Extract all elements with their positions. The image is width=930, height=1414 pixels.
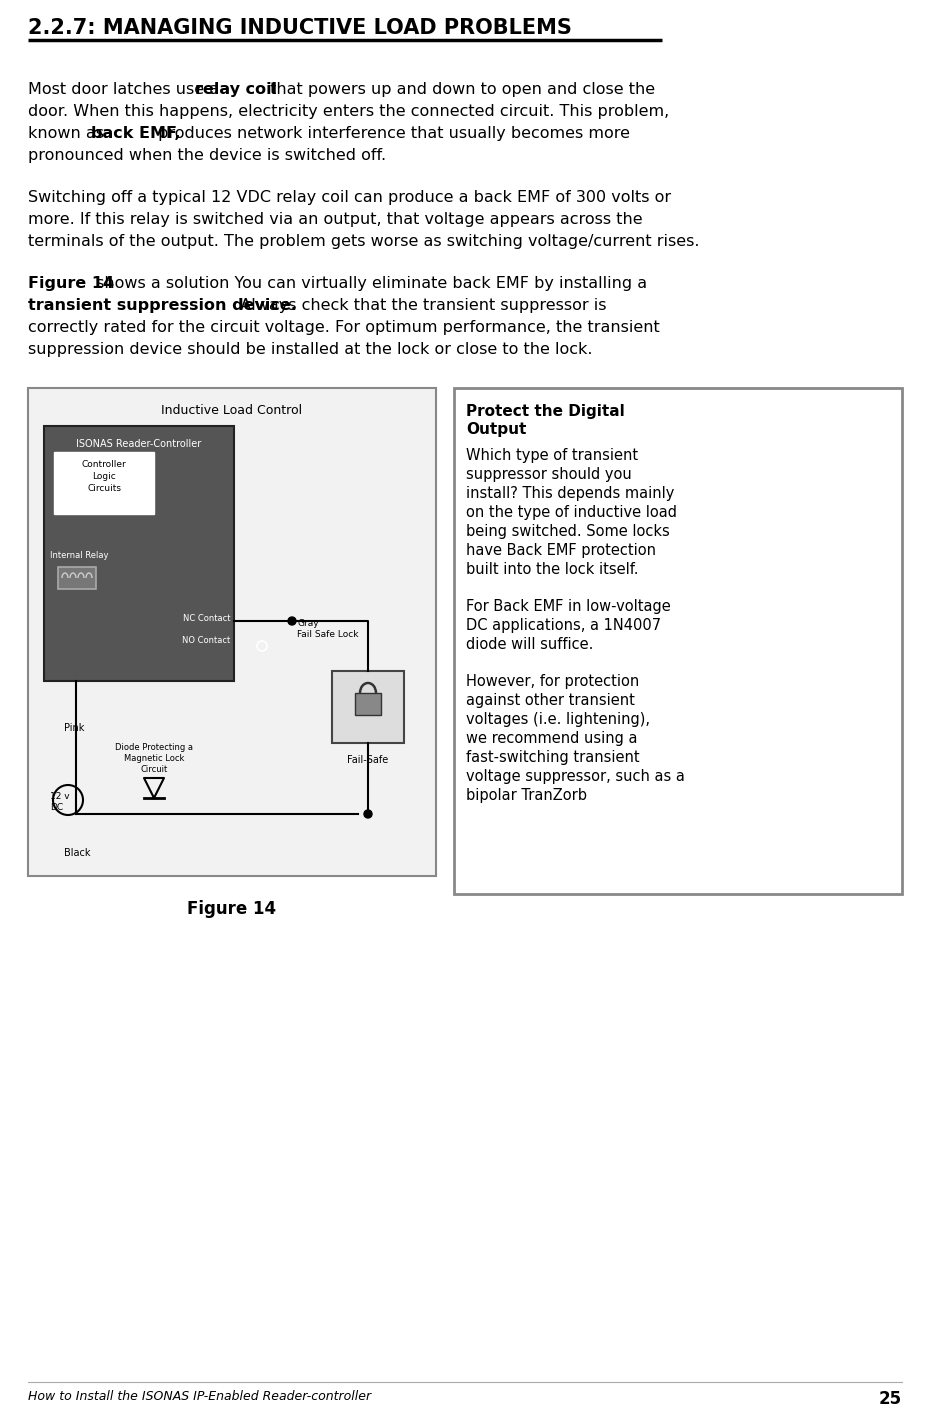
Text: Fail-Safe: Fail-Safe [348, 755, 389, 765]
Text: voltages (i.e. lightening),: voltages (i.e. lightening), [466, 713, 650, 727]
Text: being switched. Some locks: being switched. Some locks [466, 525, 670, 539]
Text: Controller
Logic
Circuits: Controller Logic Circuits [82, 460, 126, 492]
Bar [332, 672, 404, 742]
Bar [355, 693, 381, 715]
Text: voltage suppressor, such as a: voltage suppressor, such as a [466, 769, 684, 783]
Bar [54, 452, 154, 515]
Text: Always check that the transient suppressor is: Always check that the transient suppress… [230, 298, 606, 312]
Text: Figure 14: Figure 14 [188, 899, 276, 918]
Text: have Back EMF protection: have Back EMF protection [466, 543, 656, 559]
Text: correctly rated for the circuit voltage. For optimum performance, the transient: correctly rated for the circuit voltage.… [28, 320, 659, 335]
Text: Pink: Pink [64, 723, 85, 732]
Text: Inductive Load Control: Inductive Load Control [162, 404, 302, 417]
Text: How to Install the ISONAS IP-Enabled Reader-controller: How to Install the ISONAS IP-Enabled Rea… [28, 1390, 371, 1403]
Text: built into the lock itself.: built into the lock itself. [466, 561, 639, 577]
Text: DC applications, a 1N4007: DC applications, a 1N4007 [466, 618, 661, 633]
Text: terminals of the output. The problem gets worse as switching voltage/current ris: terminals of the output. The problem get… [28, 233, 699, 249]
Text: known as: known as [28, 126, 109, 141]
Text: install? This depends mainly: install? This depends mainly [466, 486, 674, 501]
Text: fast-switching transient: fast-switching transient [466, 749, 640, 765]
Text: NO Contact: NO Contact [181, 636, 230, 645]
Bar [58, 567, 96, 590]
Circle shape [288, 617, 296, 625]
Text: back EMF,: back EMF, [90, 126, 180, 141]
Text: Gray
Fail Safe Lock: Gray Fail Safe Lock [297, 619, 358, 639]
Circle shape [364, 810, 372, 819]
Text: 2.2.7: MANAGING INDUCTIVE LOAD PROBLEMS: 2.2.7: MANAGING INDUCTIVE LOAD PROBLEMS [28, 18, 572, 38]
Text: Diode Protecting a
Magnetic Lock
Circuit: Diode Protecting a Magnetic Lock Circuit [115, 742, 193, 773]
Text: suppressor should you: suppressor should you [466, 467, 631, 482]
Text: Which type of transient: Which type of transient [466, 448, 638, 462]
Text: bipolar TranZorb: bipolar TranZorb [466, 788, 587, 803]
Bar [44, 426, 234, 682]
Text: more. If this relay is switched via an output, that voltage appears across the: more. If this relay is switched via an o… [28, 212, 643, 228]
Bar [454, 387, 902, 894]
Text: Figure 14: Figure 14 [28, 276, 114, 291]
Text: However, for protection: However, for protection [466, 674, 639, 689]
Text: that powers up and down to open and close the: that powers up and down to open and clos… [264, 82, 655, 98]
Text: ISONAS Reader-Controller: ISONAS Reader-Controller [76, 438, 202, 450]
Text: Switching off a typical 12 VDC relay coil can produce a back EMF of 300 volts or: Switching off a typical 12 VDC relay coi… [28, 189, 671, 205]
Text: For Back EMF in low-voltage: For Back EMF in low-voltage [466, 600, 671, 614]
Text: pronounced when the device is switched off.: pronounced when the device is switched o… [28, 148, 386, 163]
Bar [28, 387, 436, 877]
Text: suppression device should be installed at the lock or close to the lock.: suppression device should be installed a… [28, 342, 592, 356]
Text: NC Contact: NC Contact [182, 614, 230, 624]
Text: Black: Black [64, 848, 90, 858]
Text: Internal Relay: Internal Relay [50, 551, 109, 560]
Text: transient suppression device.: transient suppression device. [28, 298, 297, 312]
Text: diode will suffice.: diode will suffice. [466, 636, 593, 652]
Text: we recommend using a: we recommend using a [466, 731, 637, 747]
Text: produces network interference that usually becomes more: produces network interference that usual… [153, 126, 631, 141]
Text: Output: Output [466, 421, 526, 437]
Text: on the type of inductive load: on the type of inductive load [466, 505, 677, 520]
Text: Most door latches use a: Most door latches use a [28, 82, 224, 98]
Text: door. When this happens, electricity enters the connected circuit. This problem,: door. When this happens, electricity ent… [28, 105, 670, 119]
Text: Protect the Digital: Protect the Digital [466, 404, 625, 419]
Text: 12 v
DC: 12 v DC [50, 792, 70, 812]
Text: relay coil: relay coil [195, 82, 277, 98]
Text: shows a solution You can virtually eliminate back EMF by installing a: shows a solution You can virtually elimi… [90, 276, 646, 291]
Text: 25: 25 [879, 1390, 902, 1408]
Text: against other transient: against other transient [466, 693, 635, 708]
